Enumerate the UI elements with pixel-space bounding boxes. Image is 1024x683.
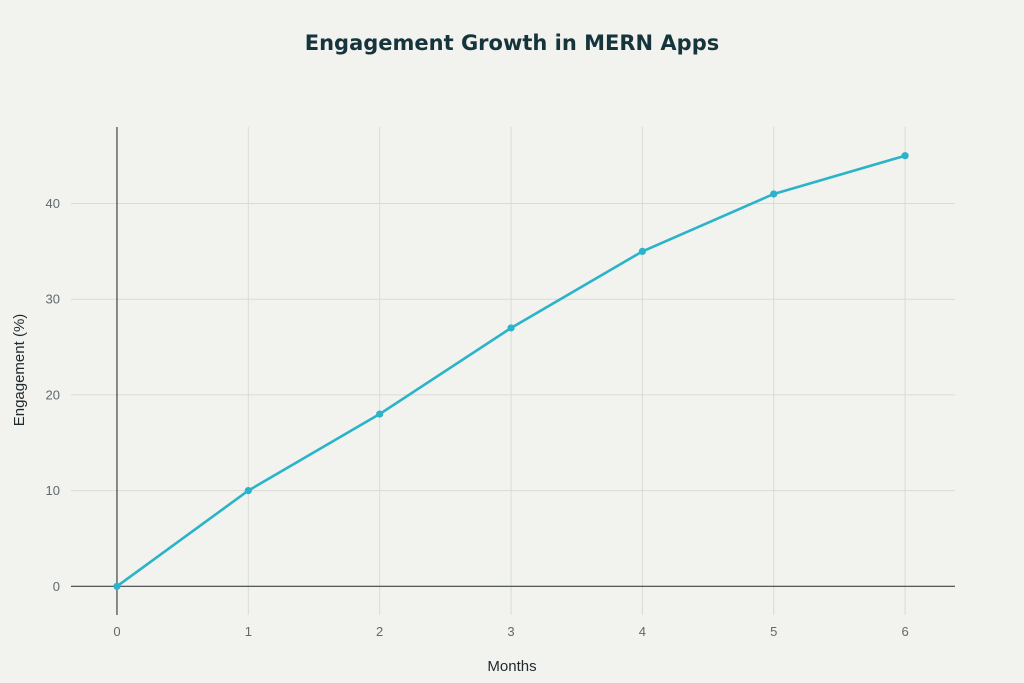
data-point [507, 324, 515, 332]
x-axis-title: Months [487, 658, 536, 675]
y-tick-label: 30 [46, 292, 60, 307]
y-tick-label: 20 [46, 387, 60, 402]
chart-title: Engagement Growth in MERN Apps [305, 31, 720, 55]
data-point [244, 487, 252, 495]
data-point [376, 410, 384, 418]
x-tick-label: 0 [113, 624, 120, 639]
x-tick-label: 4 [639, 624, 646, 639]
x-tick-label: 5 [770, 624, 777, 639]
series-layer [113, 152, 909, 590]
data-point [638, 247, 646, 255]
x-tick-label: 1 [245, 624, 252, 639]
x-tick-label: 6 [901, 624, 908, 639]
y-axis-title: Engagement (%) [11, 314, 28, 427]
grid [71, 127, 955, 615]
y-tick-label: 0 [53, 579, 60, 594]
x-tick-label: 3 [507, 624, 514, 639]
data-point [770, 190, 778, 198]
x-tick-label: 2 [376, 624, 383, 639]
axes [71, 127, 955, 615]
y-tick-label: 40 [46, 196, 60, 211]
tick-labels: 0 1 2 3 4 5 6 0 10 20 30 40 [46, 196, 909, 639]
data-point [113, 582, 121, 590]
y-tick-label: 10 [46, 483, 60, 498]
data-point [901, 152, 909, 160]
